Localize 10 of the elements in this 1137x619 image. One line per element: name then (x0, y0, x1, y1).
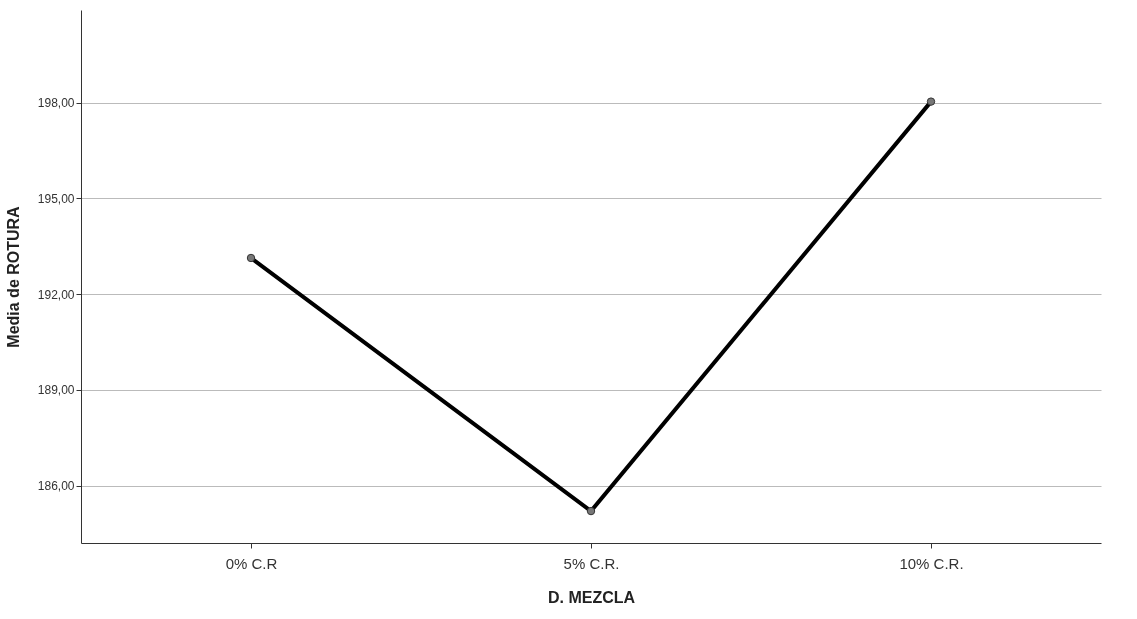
x-tick-label: 10% C.R. (899, 554, 964, 572)
y-tick-label: 189,00 (37, 383, 75, 398)
y-axis-title: Media de ROTURA (4, 205, 22, 348)
y-tick-label: 198,00 (37, 96, 75, 111)
x-tick-label: 5% C.R. (563, 554, 620, 572)
y-tick-label: 192,00 (37, 287, 75, 302)
x-tick-label: 0% C.R (225, 554, 278, 572)
y-tick-label: 195,00 (37, 191, 75, 206)
y-tick-label: 186,00 (37, 479, 75, 494)
x-axis-title: D. MEZCLA (547, 588, 636, 606)
